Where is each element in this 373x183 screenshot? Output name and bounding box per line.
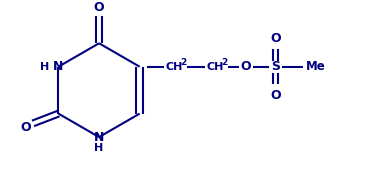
Text: O: O xyxy=(94,1,104,14)
Text: CH: CH xyxy=(206,62,223,72)
Text: S: S xyxy=(271,60,280,73)
Text: H: H xyxy=(94,143,104,153)
Text: 2: 2 xyxy=(181,58,187,67)
Text: 2: 2 xyxy=(222,58,228,67)
Text: Me: Me xyxy=(305,60,325,73)
Text: O: O xyxy=(270,32,281,45)
Text: N: N xyxy=(53,60,64,73)
Text: H: H xyxy=(40,62,49,72)
Text: N: N xyxy=(94,131,104,144)
Text: O: O xyxy=(20,121,31,134)
Text: O: O xyxy=(270,89,281,102)
Text: O: O xyxy=(241,60,251,73)
Text: CH: CH xyxy=(165,62,182,72)
